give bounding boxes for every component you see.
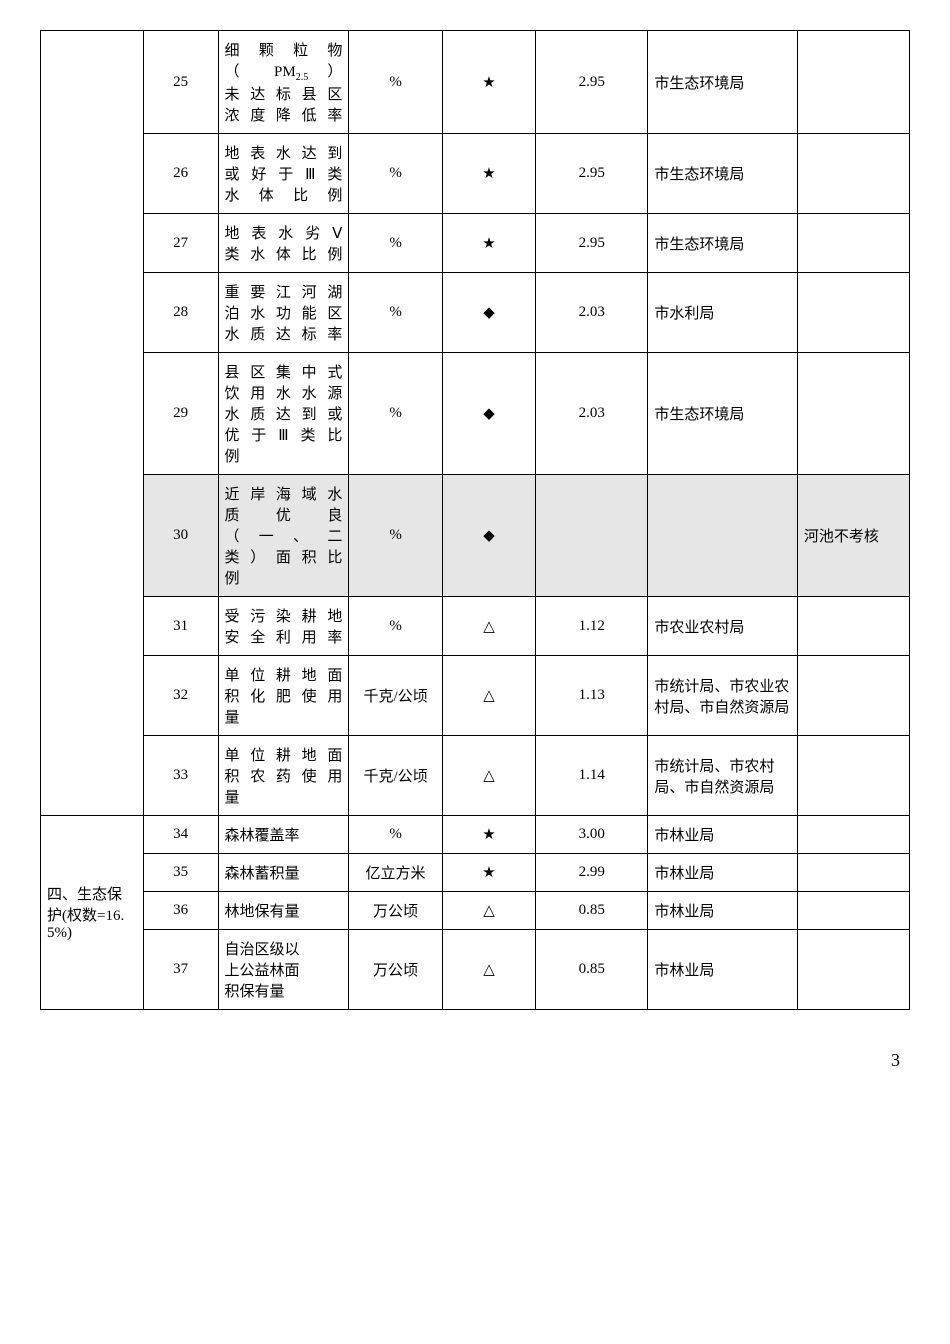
owner-cell: 市水利局 bbox=[648, 273, 798, 353]
unit-cell: 亿立方米 bbox=[349, 854, 442, 892]
row-number: 36 bbox=[143, 892, 218, 930]
mark-cell: ◆ bbox=[442, 475, 535, 597]
mark-cell: ★ bbox=[442, 134, 535, 214]
owner-cell: 市农业农村局 bbox=[648, 597, 798, 656]
weight-cell: 2.03 bbox=[536, 273, 648, 353]
row-number: 27 bbox=[143, 214, 218, 273]
row-number: 28 bbox=[143, 273, 218, 353]
owner-cell: 市生态环境局 bbox=[648, 353, 798, 475]
unit-cell: % bbox=[349, 475, 442, 597]
row-number: 37 bbox=[143, 930, 218, 1010]
mark-cell: ★ bbox=[442, 854, 535, 892]
note-cell bbox=[797, 134, 909, 214]
weight-cell: 0.85 bbox=[536, 892, 648, 930]
indicator-name: 森林覆盖率 bbox=[218, 816, 349, 854]
note-cell bbox=[797, 816, 909, 854]
note-cell bbox=[797, 736, 909, 816]
mark-cell: ★ bbox=[442, 31, 535, 134]
weight-cell: 2.95 bbox=[536, 214, 648, 273]
indicator-name: 细 颗 粒 物（ PM2.5 ）未达标县区浓度降低率 bbox=[218, 31, 349, 134]
weight-cell: 1.12 bbox=[536, 597, 648, 656]
row-number: 25 bbox=[143, 31, 218, 134]
indicator-name: 自治区级以上公益林面积保有量 bbox=[218, 930, 349, 1010]
weight-cell: 1.14 bbox=[536, 736, 648, 816]
row-number: 32 bbox=[143, 656, 218, 736]
indicator-name: 近岸海域水质 优 良（ 一 、 二类）面积比例 bbox=[218, 475, 349, 597]
weight-cell: 3.00 bbox=[536, 816, 648, 854]
owner-cell: 市统计局、市农村局、市自然资源局 bbox=[648, 736, 798, 816]
weight-cell: 2.95 bbox=[536, 31, 648, 134]
row-number: 29 bbox=[143, 353, 218, 475]
note-cell bbox=[797, 353, 909, 475]
note-cell bbox=[797, 930, 909, 1010]
indicator-name: 县区集中式饮用水水源水质达到或优于Ⅲ类比例 bbox=[218, 353, 349, 475]
unit-cell: % bbox=[349, 134, 442, 214]
note-cell bbox=[797, 273, 909, 353]
unit-cell: % bbox=[349, 816, 442, 854]
mark-cell: △ bbox=[442, 736, 535, 816]
mark-cell: ◆ bbox=[442, 273, 535, 353]
owner-cell: 市林业局 bbox=[648, 816, 798, 854]
unit-cell: % bbox=[349, 214, 442, 273]
weight-cell: 0.85 bbox=[536, 930, 648, 1010]
weight-cell: 2.95 bbox=[536, 134, 648, 214]
category-cell bbox=[41, 31, 144, 816]
owner-cell: 市生态环境局 bbox=[648, 134, 798, 214]
row-number: 31 bbox=[143, 597, 218, 656]
note-cell: 河池不考核 bbox=[797, 475, 909, 597]
owner-cell: 市统计局、市农业农村局、市自然资源局 bbox=[648, 656, 798, 736]
owner-cell: 市生态环境局 bbox=[648, 31, 798, 134]
note-cell bbox=[797, 214, 909, 273]
mark-cell: ★ bbox=[442, 816, 535, 854]
owner-cell bbox=[648, 475, 798, 597]
weight-cell: 1.13 bbox=[536, 656, 648, 736]
note-cell bbox=[797, 597, 909, 656]
unit-cell: 千克/公顷 bbox=[349, 656, 442, 736]
indicator-name: 单位耕地面积农药使用量 bbox=[218, 736, 349, 816]
mark-cell: ◆ bbox=[442, 353, 535, 475]
indicator-name: 地表水劣Ⅴ类水体比例 bbox=[218, 214, 349, 273]
unit-cell: % bbox=[349, 31, 442, 134]
mark-cell: △ bbox=[442, 930, 535, 1010]
weight-cell bbox=[536, 475, 648, 597]
row-number: 30 bbox=[143, 475, 218, 597]
unit-cell: 万公顷 bbox=[349, 930, 442, 1010]
row-number: 33 bbox=[143, 736, 218, 816]
note-cell bbox=[797, 854, 909, 892]
note-cell bbox=[797, 656, 909, 736]
unit-cell: % bbox=[349, 597, 442, 656]
indicator-name: 重要江河湖泊水功能区水质达标率 bbox=[218, 273, 349, 353]
page-number: 3 bbox=[40, 1050, 910, 1071]
note-cell bbox=[797, 31, 909, 134]
owner-cell: 市林业局 bbox=[648, 892, 798, 930]
indicator-name: 单位耕地面积化肥使用量 bbox=[218, 656, 349, 736]
row-number: 26 bbox=[143, 134, 218, 214]
note-cell bbox=[797, 892, 909, 930]
owner-cell: 市生态环境局 bbox=[648, 214, 798, 273]
unit-cell: % bbox=[349, 273, 442, 353]
indicator-name: 受污染耕地安全利用率 bbox=[218, 597, 349, 656]
indicator-name: 森林蓄积量 bbox=[218, 854, 349, 892]
mark-cell: △ bbox=[442, 892, 535, 930]
category-cell: 四、生态保护(权数=16.5%) bbox=[41, 816, 144, 1010]
owner-cell: 市林业局 bbox=[648, 854, 798, 892]
row-number: 34 bbox=[143, 816, 218, 854]
weight-cell: 2.03 bbox=[536, 353, 648, 475]
indicator-name: 地表水达到或好于Ⅲ类水体比例 bbox=[218, 134, 349, 214]
row-number: 35 bbox=[143, 854, 218, 892]
unit-cell: % bbox=[349, 353, 442, 475]
mark-cell: △ bbox=[442, 656, 535, 736]
unit-cell: 千克/公顷 bbox=[349, 736, 442, 816]
unit-cell: 万公顷 bbox=[349, 892, 442, 930]
mark-cell: △ bbox=[442, 597, 535, 656]
weight-cell: 2.99 bbox=[536, 854, 648, 892]
indicator-name: 林地保有量 bbox=[218, 892, 349, 930]
mark-cell: ★ bbox=[442, 214, 535, 273]
owner-cell: 市林业局 bbox=[648, 930, 798, 1010]
data-table: 25细 颗 粒 物（ PM2.5 ）未达标县区浓度降低率%★2.95市生态环境局… bbox=[40, 30, 910, 1010]
